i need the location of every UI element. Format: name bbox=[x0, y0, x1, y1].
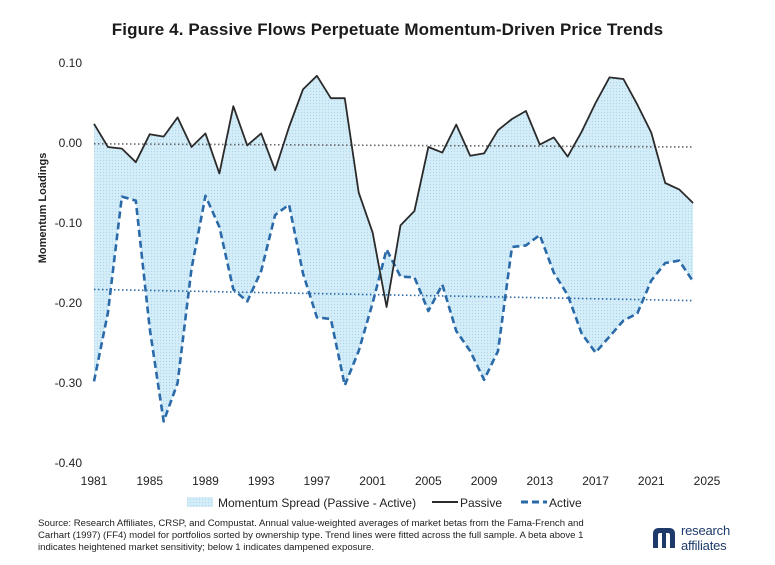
legend-swatch-momentum-spread bbox=[187, 497, 213, 507]
series-line-passive bbox=[93, 74, 694, 308]
momentum-spread-area bbox=[94, 75, 694, 422]
x-tick-label: 2005 bbox=[415, 474, 442, 488]
y-tick-label: -0.10 bbox=[55, 216, 83, 230]
x-tick-label: 2025 bbox=[694, 474, 721, 488]
x-tick-label: 2001 bbox=[359, 474, 386, 488]
source-note: Source: Research Affiliates, CRSP, and C… bbox=[38, 518, 584, 553]
x-tick-label: 1989 bbox=[192, 474, 219, 488]
logo-text-affiliates: affiliates bbox=[681, 538, 727, 553]
legend-label-active: Active bbox=[549, 496, 582, 510]
series-lines bbox=[92, 74, 695, 423]
chart-title: Figure 4. Passive Flows Perpetuate Momen… bbox=[111, 20, 664, 39]
x-tick-label: 1997 bbox=[304, 474, 331, 488]
y-tick-label: -0.20 bbox=[55, 296, 83, 310]
y-axis-ticks: 0.10 0.00 -0.10 -0.20 -0.30 -0.40 bbox=[55, 56, 83, 470]
momentum-spread-fill bbox=[94, 75, 694, 422]
y-tick-label: 0.00 bbox=[59, 136, 83, 150]
research-affiliates-logo-icon bbox=[653, 528, 675, 548]
x-tick-label: 1993 bbox=[248, 474, 275, 488]
research-affiliates-logo: research affiliates bbox=[651, 521, 761, 555]
x-tick-label: 1985 bbox=[136, 474, 163, 488]
x-axis-ticks: 1981 1985 1989 1993 1997 2001 2005 2009 2013 2017… bbox=[81, 474, 721, 488]
x-tick-label: 2021 bbox=[638, 474, 665, 488]
x-tick-label: 2013 bbox=[526, 474, 553, 488]
legend-label-momentum-spread: Momentum Spread (Passive - Active) bbox=[218, 496, 416, 510]
legend: Momentum Spread (Passive - Active) Passi… bbox=[187, 496, 582, 510]
x-tick-label: 2017 bbox=[582, 474, 609, 488]
logo-text-research: research bbox=[681, 523, 730, 538]
x-tick-label: 2009 bbox=[471, 474, 498, 488]
legend-label-passive: Passive bbox=[460, 496, 502, 510]
y-axis-label: Momentum Loadings bbox=[37, 153, 49, 264]
y-tick-label: -0.40 bbox=[55, 456, 83, 470]
y-tick-label: 0.10 bbox=[59, 56, 83, 70]
x-tick-label: 1981 bbox=[81, 474, 108, 488]
y-tick-label: -0.30 bbox=[55, 376, 83, 390]
